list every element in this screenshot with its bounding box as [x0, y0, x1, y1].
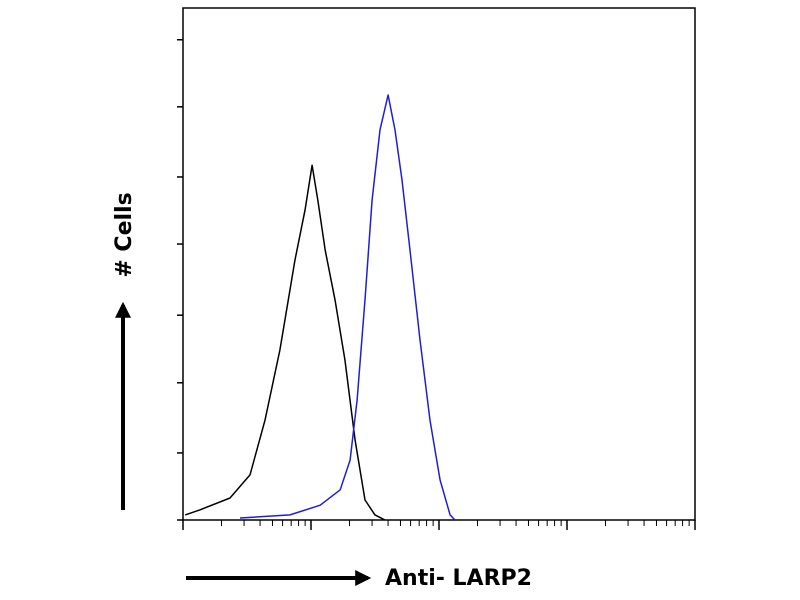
- histogram-line: [239, 94, 456, 521]
- y-axis-label: # Cells: [112, 192, 137, 277]
- plot-frame: [182, 7, 696, 521]
- histogram-line: [184, 164, 386, 521]
- x-axis-label: Anti- LARP2: [385, 566, 532, 591]
